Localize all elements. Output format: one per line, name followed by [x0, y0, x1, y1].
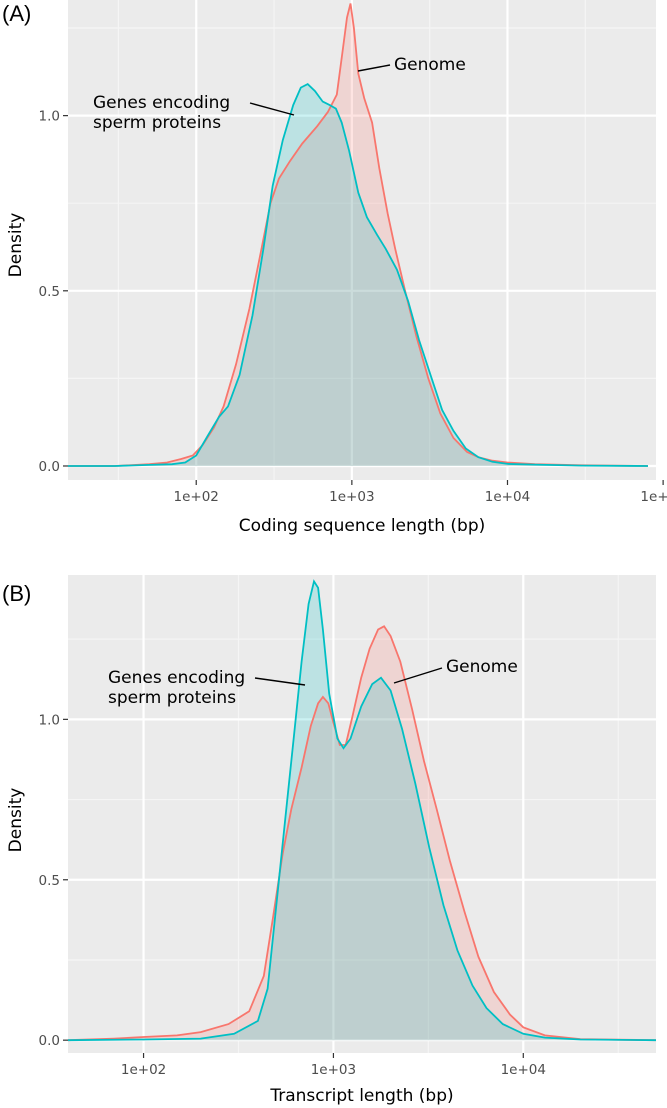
- annotation-label: Genes encoding: [108, 668, 245, 688]
- plot-background: [68, 575, 656, 1053]
- y-tick-label: 1.0: [39, 109, 60, 125]
- density-line-series-1: [67, 625, 657, 1042]
- density-area-series-2: [68, 84, 648, 466]
- panel-title: (B): [2, 581, 31, 606]
- x-tick-label: 1e+02: [121, 1062, 166, 1078]
- annotation-leader-line: [254, 677, 306, 686]
- chart-panel-2: (B) 1e+02 1e+03 1e+04 0.0 0.5 1.0 Transcript le…: [2, 575, 657, 1106]
- y-axis-title: Density: [6, 788, 26, 853]
- x-axis-title: Transcript length (bp): [269, 1086, 453, 1106]
- y-tick-label: 0.0: [39, 1033, 60, 1049]
- x-tick-label: 1e+03: [329, 489, 374, 505]
- x-tick-label: 1e+05: [640, 489, 667, 505]
- annotation-label: Genome: [394, 55, 466, 75]
- annotation-label: sperm proteins: [93, 113, 221, 133]
- y-axis-title: Density: [6, 213, 26, 278]
- density-area-series-1: [68, 3, 648, 466]
- annotation-leader-line: [249, 102, 295, 116]
- density-line-series-2: [67, 579, 657, 1042]
- annotation-leader-line: [393, 667, 443, 684]
- y-tick-label: 0.5: [39, 873, 60, 889]
- density-area-series-2: [68, 581, 656, 1041]
- chart-panel-1: (A) 1e+02 1e+03 1e+04 1e+05 0.0 0.5 1.0 Coding s…: [2, 0, 667, 536]
- x-tick-label: 1e+03: [311, 1062, 356, 1078]
- annotation-label: Genes encoding: [93, 93, 230, 113]
- y-tick-label: 0.0: [39, 459, 60, 475]
- x-tick-label: 1e+02: [174, 489, 219, 505]
- density-line-series-2: [68, 83, 649, 467]
- plot-background: [68, 0, 656, 480]
- x-tick-label: 1e+04: [501, 1062, 546, 1078]
- y-tick-label: 1.0: [39, 712, 60, 728]
- x-axis-title: Coding sequence length (bp): [239, 516, 486, 536]
- density-area-series-1: [68, 626, 656, 1041]
- panel-title: (A): [2, 1, 31, 26]
- x-tick-label: 1e+04: [485, 489, 530, 505]
- annotation-label: Genome: [446, 657, 518, 677]
- annotation-leader-line: [357, 64, 391, 72]
- annotation-label: sperm proteins: [108, 688, 236, 708]
- y-tick-label: 0.5: [39, 284, 60, 300]
